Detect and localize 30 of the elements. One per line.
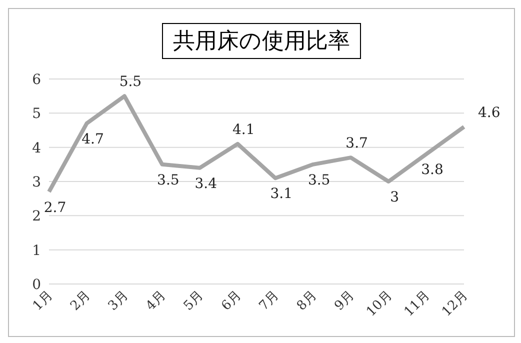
- y-tick-label: 6: [32, 72, 42, 88]
- y-tick-label: 4: [32, 140, 42, 156]
- x-tick-label: 12月: [439, 288, 471, 320]
- data-label: 5.5: [119, 74, 142, 90]
- data-label: 4.1: [232, 122, 255, 138]
- x-tick-label: 7月: [256, 288, 282, 314]
- y-tick-label: 3: [32, 174, 41, 190]
- data-label: 2.7: [44, 200, 66, 216]
- x-tick-label: 8月: [294, 288, 320, 314]
- data-label: 3.5: [308, 172, 330, 188]
- data-label: 4.7: [82, 131, 104, 148]
- chart-title: 共用床の使用比率: [162, 23, 361, 59]
- data-label: 3.1: [270, 186, 292, 202]
- x-tick-label: 2月: [68, 288, 94, 314]
- data-label: 3.8: [421, 162, 444, 178]
- data-label: 3: [390, 190, 400, 206]
- x-tick-label: 6月: [218, 288, 244, 314]
- data-label: 4.6: [478, 104, 500, 121]
- y-tick-label: 1: [32, 242, 41, 259]
- x-tick-label: 4月: [143, 288, 170, 314]
- y-tick-label: 2: [32, 208, 41, 225]
- data-label: 3.5: [157, 172, 180, 188]
- x-tick-label: 10月: [364, 288, 396, 320]
- x-tick-label: 5月: [181, 288, 207, 314]
- data-label: 3.4: [194, 176, 218, 192]
- data-label: 3.7: [346, 136, 368, 152]
- y-tick-label: 5: [32, 106, 41, 122]
- x-tick-label: 11月: [402, 288, 434, 320]
- x-tick-label: 9月: [332, 288, 358, 314]
- x-tick-label: 3月: [106, 288, 132, 314]
